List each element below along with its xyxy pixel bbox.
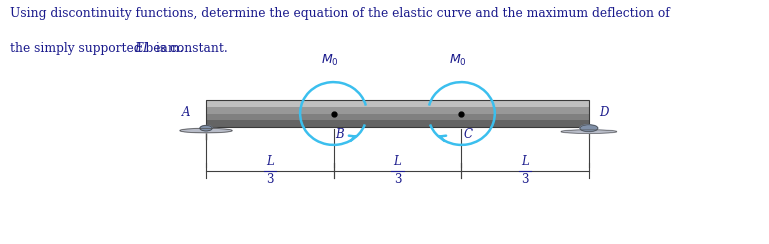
Text: is constant.: is constant. — [152, 42, 228, 55]
Text: Using discontinuity functions, determine the equation of the elastic curve and t: Using discontinuity functions, determine… — [10, 7, 670, 20]
Bar — [206, 107, 589, 113]
Ellipse shape — [180, 128, 232, 133]
Text: A: A — [182, 106, 191, 119]
Text: L: L — [394, 155, 401, 168]
Ellipse shape — [580, 125, 598, 132]
Ellipse shape — [200, 125, 212, 131]
Bar — [206, 100, 589, 107]
Text: the simply supported beam.: the simply supported beam. — [10, 42, 187, 55]
Text: EI: EI — [135, 42, 148, 55]
Text: L: L — [521, 155, 529, 168]
Text: 3: 3 — [521, 173, 529, 186]
Text: D: D — [599, 106, 609, 119]
Ellipse shape — [561, 130, 617, 133]
Text: 3: 3 — [266, 173, 274, 186]
Text: $M_0$: $M_0$ — [321, 52, 339, 68]
Text: L: L — [266, 155, 274, 168]
Bar — [206, 120, 589, 127]
Bar — [206, 113, 589, 120]
Text: B: B — [335, 128, 345, 141]
Text: $M_0$: $M_0$ — [449, 52, 467, 68]
Bar — [206, 100, 589, 127]
Text: 3: 3 — [394, 173, 401, 186]
Text: C: C — [464, 128, 472, 141]
